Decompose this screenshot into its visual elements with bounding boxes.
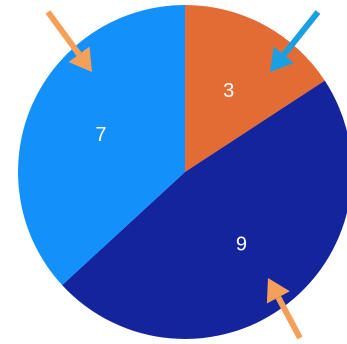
- arrow-icon-9: [266, 278, 303, 340]
- pie-slice-9: [62, 80, 347, 339]
- slice-label-7: 7: [95, 124, 106, 146]
- slice-labels: 3 9 7: [95, 80, 247, 255]
- pie-slice-7: [17, 5, 186, 286]
- slice-label-3: 3: [223, 80, 234, 102]
- pie-slices: [17, 5, 347, 339]
- slice-label-9: 9: [236, 233, 247, 255]
- pointer-arrows: [45, 10, 321, 340]
- arrow-icon-3: [270, 10, 321, 72]
- arrow-icon-7: [45, 10, 92, 72]
